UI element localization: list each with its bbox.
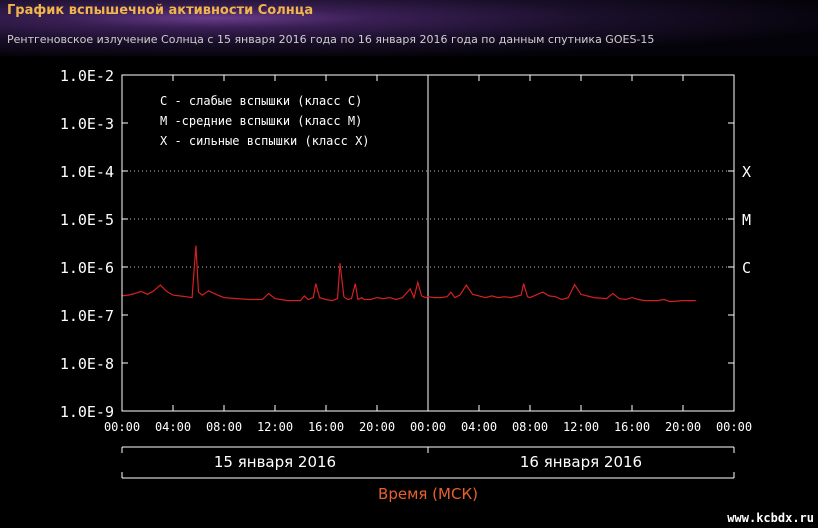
page-title: График вспышечной активности Солнца (7, 3, 314, 18)
series-lines (121, 245, 696, 303)
x-tick-label: 16:00 (308, 420, 344, 434)
y-axis: 1.0E-2 1.0E-3 1.0E-4 1.0E-5 1.0E-6 1.0E-7 1.0E… (60, 67, 734, 421)
page-subtitle: Рентгеновское излучение Солнца с 15 янва… (7, 33, 655, 46)
y-tick-label: 1.0E-4 (60, 163, 114, 181)
y-tick-label: 1.0E-7 (60, 307, 114, 325)
y-tick-label: 1.0E-2 (60, 67, 114, 85)
x-tick-label: 04:00 (155, 420, 191, 434)
class-label: X (742, 163, 751, 181)
x-tick-label: 00:00 (104, 420, 140, 434)
x-tick-label: 04:00 (461, 420, 497, 434)
y-tick-label: 1.0E-9 (60, 403, 114, 421)
x-tick-label: 08:00 (512, 420, 548, 434)
y-tick-label: 1.0E-3 (60, 115, 114, 133)
date-label: 16 января 2016 (520, 453, 642, 471)
plot-frame (121, 74, 735, 412)
x-tick-label: 08:00 (206, 420, 242, 434)
x-tick-label: 12:00 (257, 420, 293, 434)
site-watermark: www.kcbdx.ru (727, 511, 814, 525)
x-tick-label: 16:00 (614, 420, 650, 434)
legend-entry: М -средние вспышки (класс М) (160, 114, 362, 128)
chart-legend: С - слабые вспышки (класс С) М -средние в… (160, 94, 370, 148)
x-axis-label: Время (МСК) (378, 485, 478, 503)
y-tick-label: 1.0E-6 (60, 259, 114, 277)
y-tick-label: 1.0E-5 (60, 211, 114, 229)
y-tick-label: 1.0E-8 (60, 355, 114, 373)
x-tick-label: 12:00 (563, 420, 599, 434)
xray-flux-chart: 1.0E-2 1.0E-3 1.0E-4 1.0E-5 1.0E-6 1.0E-7 1.0E… (60, 67, 752, 503)
x-tick-label: 00:00 (410, 420, 446, 434)
legend-entry: С - слабые вспышки (класс С) (160, 94, 362, 108)
date-label: 15 января 2016 (214, 453, 336, 471)
chart-grid (122, 75, 734, 411)
class-label: C (742, 259, 751, 277)
xray-flux-series (121, 245, 696, 303)
legend-entry: Х - сильные вспышки (класс Х) (160, 134, 370, 148)
x-tick-label: 20:00 (359, 420, 395, 434)
plot-border (121, 74, 735, 412)
flare-class-labels: X M C (742, 163, 751, 277)
x-axis: 00:00 04:00 08:00 12:00 16:00 20:00 00:00 04:00… (104, 75, 752, 434)
x-tick-label: 20:00 (665, 420, 701, 434)
x-tick-label: 00:00 (716, 420, 752, 434)
class-label: M (742, 211, 751, 229)
header-banner: График вспышечной активности Солнца Рент… (0, 0, 818, 56)
date-axis: 15 января 2016 16 января 2016 Время (МСК) (121, 446, 735, 503)
